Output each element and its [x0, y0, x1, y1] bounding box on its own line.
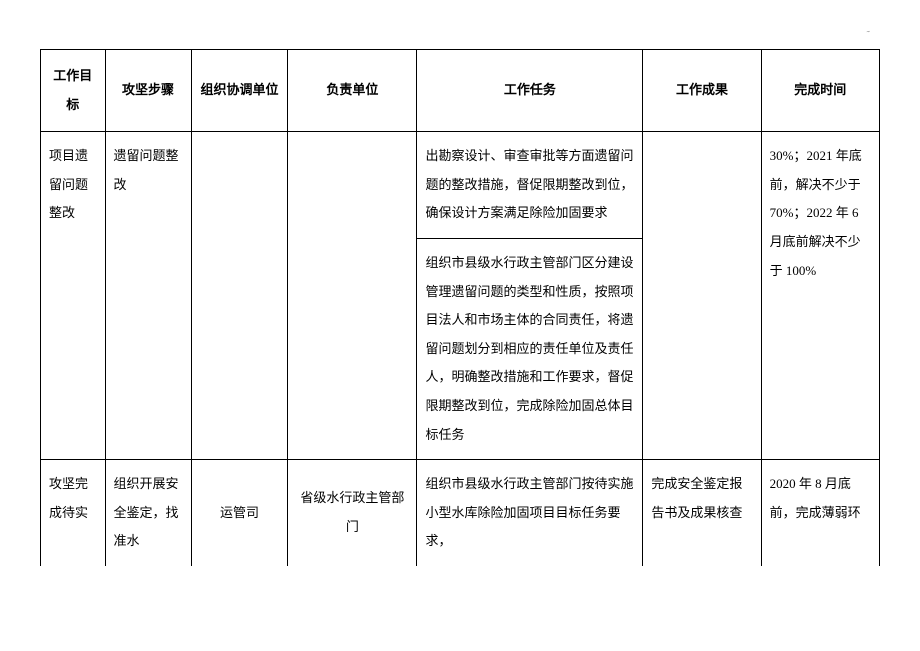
cell-goal: 攻坚完成待实	[41, 460, 106, 566]
cell-org	[191, 132, 288, 460]
cell-step: 组织开展安全鉴定，找准水	[105, 460, 191, 566]
cell-time: 2020 年 8 月底前，完成薄弱环	[761, 460, 879, 566]
cell-resp: 省级水行政主管部门	[288, 460, 417, 566]
header-row: 工作目标 攻坚步骤 组织协调单位 负责单位 工作任务 工作成果 完成时间	[41, 50, 880, 132]
work-plan-table: 工作目标 攻坚步骤 组织协调单位 负责单位 工作任务 工作成果 完成时间 项目遗…	[40, 49, 880, 566]
header-time: 完成时间	[761, 50, 879, 132]
cell-task-b: 组织市县级水行政主管部门区分建设管理遗留问题的类型和性质，按照项目法人和市场主体…	[417, 238, 643, 459]
header-org: 组织协调单位	[191, 50, 288, 132]
cell-org: 运管司	[191, 460, 288, 566]
header-task: 工作任务	[417, 50, 643, 132]
cell-resp	[288, 132, 417, 460]
table-row: 项目遗留问题整改 遗留问题整改 出勘察设计、审查审批等方面遗留问题的整改措施，督…	[41, 132, 880, 239]
header-resp: 负责单位	[288, 50, 417, 132]
cell-task: 组织市县级水行政主管部门按待实施小型水库除险加固项目目标任务要求，	[417, 460, 643, 566]
page-marker: ˜	[40, 30, 880, 41]
table-row: 攻坚完成待实 组织开展安全鉴定，找准水 运管司 省级水行政主管部门 组织市县级水…	[41, 460, 880, 566]
cell-step: 遗留问题整改	[105, 132, 191, 460]
cell-result	[643, 132, 761, 460]
header-step: 攻坚步骤	[105, 50, 191, 132]
cell-goal: 项目遗留问题整改	[41, 132, 106, 460]
cell-result: 完成安全鉴定报告书及成果核查	[643, 460, 761, 566]
header-goal: 工作目标	[41, 50, 106, 132]
cell-task-a: 出勘察设计、审查审批等方面遗留问题的整改措施，督促限期整改到位，确保设计方案满足…	[417, 132, 643, 239]
header-result: 工作成果	[643, 50, 761, 132]
cell-time: 30%；2021 年底前，解决不少于 70%；2022 年 6 月底前解决不少于…	[761, 132, 879, 460]
